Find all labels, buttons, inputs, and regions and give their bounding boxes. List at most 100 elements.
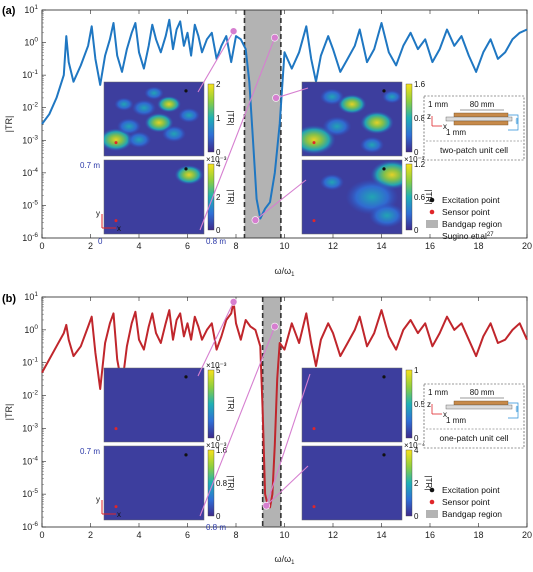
inductor-icon xyxy=(515,405,519,413)
dimension-x-label: 0.8 m xyxy=(206,523,226,532)
inset-map-right-top-blob xyxy=(320,88,344,105)
uc-x-letter: x xyxy=(443,122,447,131)
legend-swatch xyxy=(426,510,438,518)
inset-map-left-top-blob xyxy=(178,107,200,123)
legend-label: Sensor point xyxy=(442,497,490,507)
x-tick-label: 2 xyxy=(88,530,93,540)
legend-swatch xyxy=(426,220,438,228)
y-tick-label: 100 xyxy=(24,37,38,48)
x-axis-letter: x xyxy=(117,224,121,233)
colorbar-tick-label: 1 xyxy=(216,114,221,123)
colorbar-right-bottom: 1.2 0.6 0 ×10⁻³ |TR| xyxy=(404,155,433,235)
panel-b: 0 2 4 6 8 10 12 14 16 18 2010110010-110-210-310-41… xyxy=(2,291,532,566)
colorbar-tick-label: 2 xyxy=(216,193,221,202)
legend-label: Sugino et.al27 xyxy=(442,231,494,241)
colorbar-tick-label: 2 xyxy=(216,80,221,89)
y-tick-label: 100 xyxy=(24,324,38,335)
unit-cell-caption: two-patch unit cell xyxy=(440,145,508,155)
inset-map-right-bottom-blob xyxy=(369,203,402,228)
colorbar-left-bottom: 4 2 0 ×10⁻³ |TR| xyxy=(206,155,235,235)
uc-z-letter: z xyxy=(427,400,431,409)
bandgap-region xyxy=(244,10,281,238)
legend-label: Bandgap region xyxy=(442,219,502,229)
inset-map-left-bottom xyxy=(103,445,205,521)
y-tick-label: 101 xyxy=(24,4,38,15)
inset-map-right-top xyxy=(301,367,403,443)
beam xyxy=(445,404,513,410)
colorbar-tick-label: 1.6 xyxy=(414,80,426,89)
excitation-point xyxy=(382,167,386,171)
y-axis-label: |TR| xyxy=(4,116,14,133)
unit-cell-frame xyxy=(423,383,525,449)
marker-arrow xyxy=(197,30,235,93)
sensor-point xyxy=(114,505,118,509)
shunt-circuit xyxy=(508,402,519,419)
series-line xyxy=(41,18,528,220)
patch-bottom xyxy=(453,120,509,126)
colorbar-tick-label: 0 xyxy=(414,434,419,443)
x-tick-label: 20 xyxy=(522,530,532,540)
x-axis-letter: x xyxy=(117,510,121,519)
marker-arrow xyxy=(265,465,309,507)
x-tick-label: 16 xyxy=(425,530,435,540)
x-tick-label: 0 xyxy=(39,530,44,540)
inset-map-right-bottom xyxy=(301,159,403,235)
colorbar-tick-label: 0.8 xyxy=(414,114,426,123)
y-tick-label: 10-5 xyxy=(22,488,38,499)
colorbar-left-bottom-bar xyxy=(207,163,215,231)
excitation-point xyxy=(184,375,188,379)
x-axis-label: ω/ω1 xyxy=(275,266,296,278)
x-tick-label: 10 xyxy=(279,530,289,540)
shunt-circuit xyxy=(508,114,519,131)
panel-a: 0 2 4 6 8 10 12 14 16 18 2010110010-110-210-310-41… xyxy=(2,4,532,278)
uc-z-letter: z xyxy=(427,112,431,121)
x-tick-label: 18 xyxy=(473,530,483,540)
data-marker xyxy=(251,216,260,224)
colorbar-exponent: ×10⁻⁴ xyxy=(404,441,426,450)
x-tick-label: 4 xyxy=(136,241,141,251)
colorbar-right-top-bar xyxy=(405,369,413,439)
x-tick-label: 2 xyxy=(88,241,93,251)
inset-map-left-top-blob xyxy=(144,112,174,133)
inset-map-left-top-blob xyxy=(132,99,156,117)
x-tick-label: 6 xyxy=(185,241,190,251)
colorbar-tick-label: 0 xyxy=(414,512,419,521)
colorbar-label: |TR| xyxy=(226,111,235,126)
colorbar-tick-label: 0 xyxy=(216,434,221,443)
colorbar-tick-label: 0 xyxy=(216,512,221,521)
inset-map-left-top-blob xyxy=(114,97,134,111)
inset-map-left-bottom xyxy=(103,159,205,235)
marker-arrow xyxy=(265,373,311,506)
x-tick-label: 6 xyxy=(185,530,190,540)
excitation-point xyxy=(184,89,188,93)
legend-label: Sensor point xyxy=(442,207,490,217)
inset-map-left-bottom-bg xyxy=(103,445,205,521)
colorbar-tick-label: 0 xyxy=(414,148,419,157)
inset-map-left-top-field xyxy=(104,86,200,152)
inset-map-right-top xyxy=(301,81,403,157)
legend-marker xyxy=(429,209,435,215)
colorbar-label: |TR| xyxy=(226,397,235,412)
x-tick-label: 20 xyxy=(522,241,532,251)
inset-map-left-top-blob xyxy=(127,131,151,148)
colorbar-tick-label: 5 xyxy=(216,366,221,375)
bandgap-region xyxy=(262,297,281,527)
y-tick-label: 10-1 xyxy=(22,357,38,368)
y-tick-label: 101 xyxy=(24,291,38,302)
dimension-x-label: 0.8 m xyxy=(206,237,226,246)
marker-arrow xyxy=(255,179,307,221)
sensor-point xyxy=(312,219,316,223)
inset-maps: 50×10⁻³|TR|1.60.80×10⁻³|TR|10.50|TR|420×… xyxy=(80,361,433,532)
inset-map-left-bottom-blob xyxy=(174,165,204,185)
colorbar-right-bottom-bar xyxy=(405,449,413,517)
sensor-point xyxy=(312,505,316,509)
excitation-point xyxy=(382,375,386,379)
inset-map-left-top-blob xyxy=(117,118,141,135)
x-tick-label: 14 xyxy=(376,241,386,251)
unit-cell-frame xyxy=(423,95,525,161)
marker-arrow xyxy=(197,301,235,377)
sensor-point xyxy=(312,427,316,431)
data-marker xyxy=(229,27,238,35)
colorbar-tick-label: 0 xyxy=(216,226,221,235)
